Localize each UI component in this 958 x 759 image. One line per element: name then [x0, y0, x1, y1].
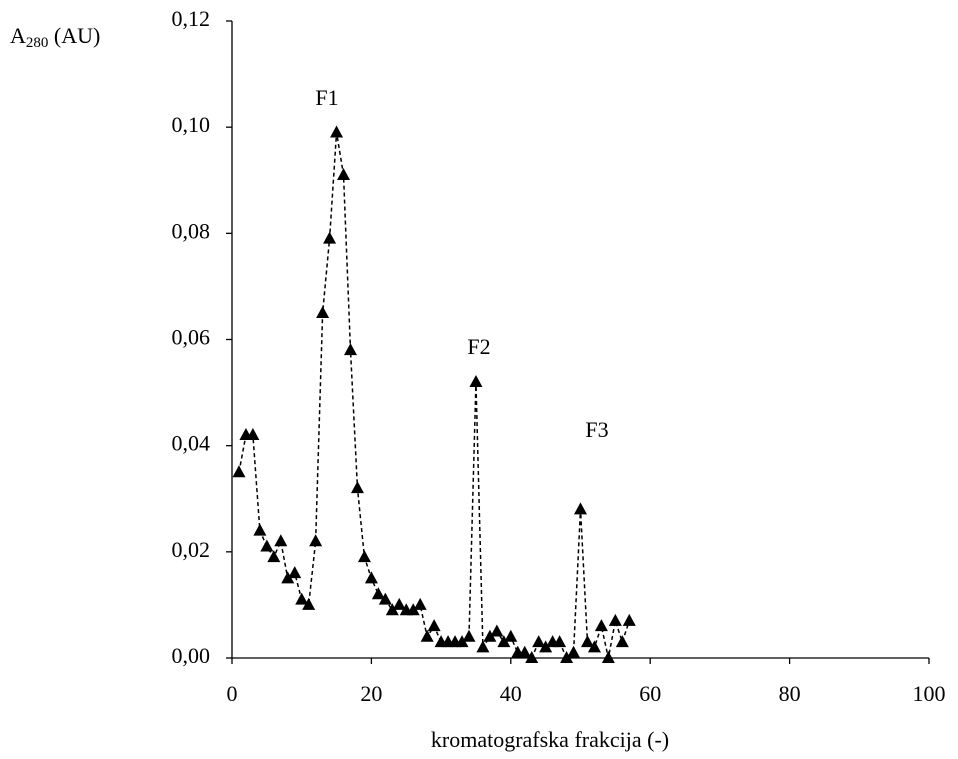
data-point	[574, 502, 587, 515]
x-tick-label: 60	[639, 681, 661, 706]
data-point	[622, 613, 636, 626]
data-point	[525, 651, 539, 663]
data-point	[490, 624, 504, 637]
data-point	[288, 566, 302, 579]
y-tick-label: 0,12	[172, 6, 211, 31]
y-tick-label: 0,00	[172, 643, 211, 668]
data-point	[378, 592, 392, 605]
data-point	[274, 534, 288, 547]
x-axis-label: kromatografska frakcija (-)	[431, 727, 669, 752]
data-point	[608, 613, 622, 626]
data-point	[615, 635, 629, 648]
data-point	[567, 645, 581, 658]
data-point	[267, 550, 281, 563]
x-tick-label: 20	[360, 681, 382, 706]
data-point	[350, 481, 364, 494]
data-point	[504, 629, 518, 642]
annotation: F1	[315, 85, 338, 110]
data-point	[594, 619, 608, 632]
data-point	[469, 374, 483, 387]
data-point	[343, 343, 357, 356]
data-point	[532, 635, 546, 648]
y-tick-label: 0,04	[172, 431, 211, 456]
data-point	[455, 635, 469, 648]
data-point	[357, 550, 371, 563]
data-point	[483, 629, 497, 642]
data-point	[260, 539, 274, 552]
data-point	[246, 428, 260, 441]
data-point	[587, 640, 601, 653]
data-point	[553, 635, 567, 648]
data-point	[337, 167, 351, 180]
x-tick-label: 80	[779, 681, 801, 706]
data-point	[560, 651, 574, 663]
x-tick-label: 0	[227, 681, 238, 706]
y-tick-label: 0,06	[172, 325, 211, 350]
data-point	[302, 597, 316, 610]
y-tick-label: 0,10	[172, 112, 211, 137]
data-point	[406, 603, 420, 616]
data-point	[476, 640, 490, 653]
x-tick-label: 40	[500, 681, 522, 706]
data-point	[420, 629, 434, 642]
y-tick-label: 0,02	[172, 537, 211, 562]
data-point	[371, 587, 385, 600]
annotation: F2	[467, 334, 490, 359]
data-point	[309, 534, 323, 547]
data-point	[497, 635, 511, 648]
data-point	[601, 651, 615, 663]
data-point	[232, 465, 246, 478]
data-point	[518, 645, 532, 658]
data-point	[316, 305, 330, 318]
annotation: F3	[585, 417, 608, 442]
y-tick-label: 0,08	[172, 218, 211, 243]
data-point	[253, 523, 267, 536]
data-point	[427, 619, 441, 632]
data-point	[385, 603, 399, 616]
data-point	[413, 597, 427, 610]
y-axis-label: A280 (AU)	[10, 23, 100, 51]
data-point	[330, 125, 344, 138]
data-line	[238, 132, 631, 660]
data-point	[323, 231, 337, 244]
data-point	[281, 571, 295, 584]
data-point	[364, 571, 378, 584]
x-tick-label: 100	[913, 681, 946, 706]
data-point	[295, 592, 309, 605]
data-point	[539, 640, 553, 653]
data-point	[462, 629, 476, 642]
data-point	[580, 635, 594, 648]
data-point	[392, 597, 406, 610]
